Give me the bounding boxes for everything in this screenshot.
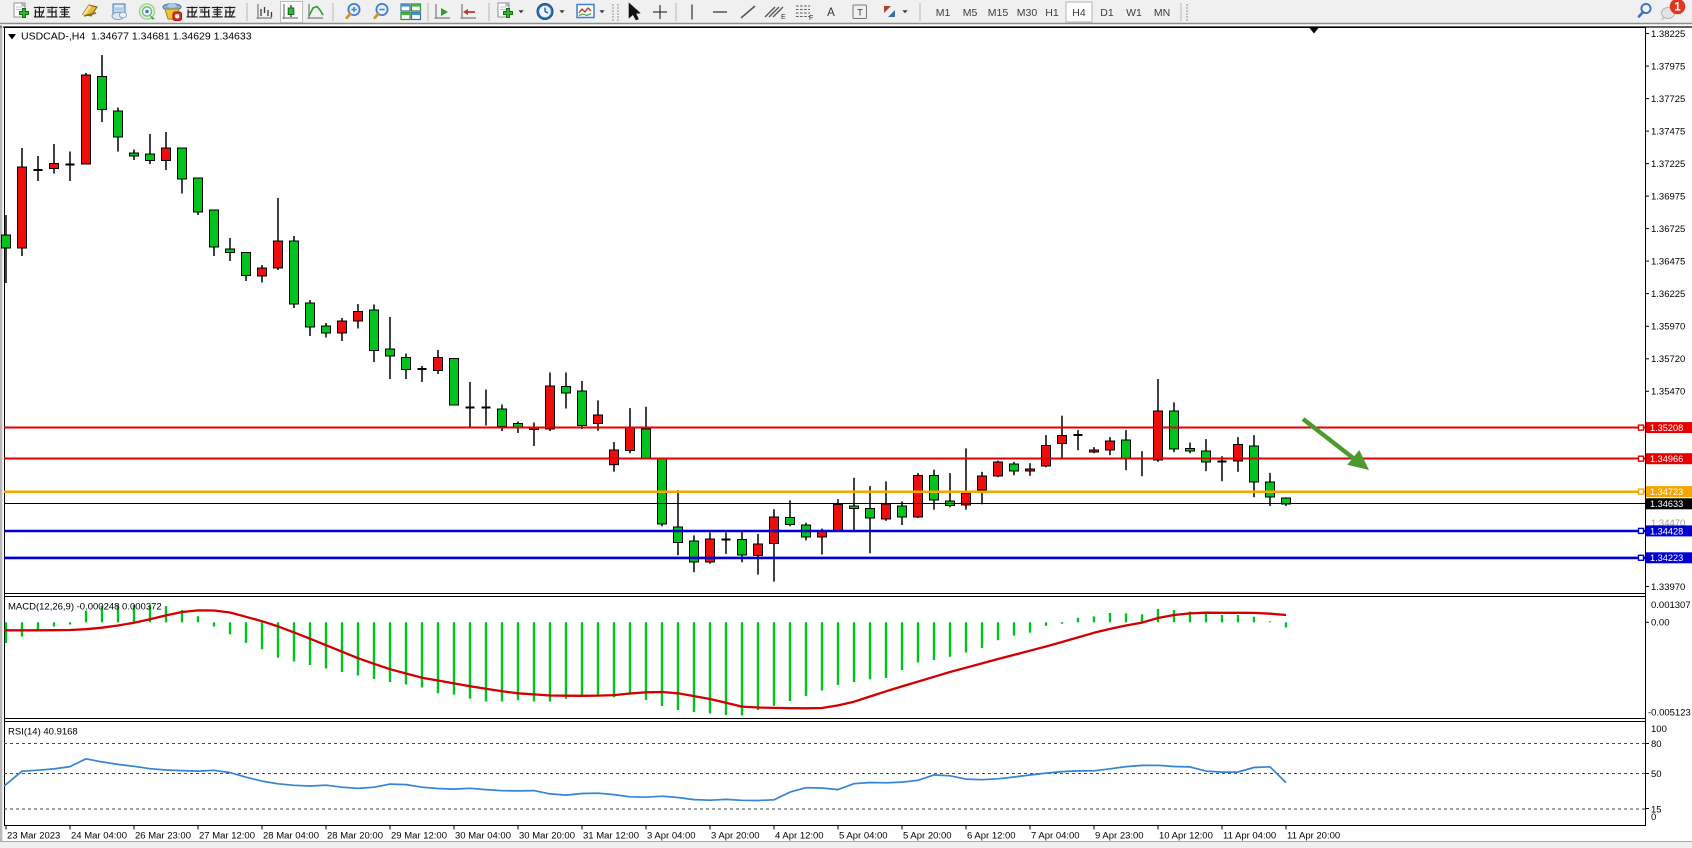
svg-text:T: T (857, 8, 863, 18)
svg-text:H4: H4 (1072, 7, 1086, 19)
svg-text:26 Mar 23:00: 26 Mar 23:00 (135, 831, 191, 842)
svg-text:28 Mar 20:00: 28 Mar 20:00 (327, 831, 383, 842)
svg-text:27 Mar 12:00: 27 Mar 12:00 (199, 831, 255, 842)
svg-text:M5: M5 (963, 7, 978, 19)
svg-text:MN: MN (1154, 7, 1170, 19)
svg-text:30 Mar 20:00: 30 Mar 20:00 (519, 831, 575, 842)
svg-text:31 Mar 12:00: 31 Mar 12:00 (583, 831, 639, 842)
svg-text:1.35970: 1.35970 (1651, 322, 1685, 333)
svg-text:1.37725: 1.37725 (1651, 94, 1685, 105)
svg-text:1.34966: 1.34966 (1650, 454, 1683, 464)
svg-text:1.36975: 1.36975 (1651, 192, 1685, 203)
svg-text:USDCAD-,H4 1.34677 1.34681 1.: USDCAD-,H4 1.34677 1.34681 1.34629 1.346… (21, 31, 252, 43)
svg-text:1.37225: 1.37225 (1651, 159, 1685, 170)
svg-text:1.33970: 1.33970 (1651, 582, 1685, 593)
svg-text:1.35720: 1.35720 (1651, 354, 1685, 365)
svg-text:M15: M15 (988, 7, 1009, 19)
svg-text:11 Apr 04:00: 11 Apr 04:00 (1223, 831, 1276, 842)
svg-text:1.36475: 1.36475 (1651, 257, 1685, 268)
svg-text:11 Apr 20:00: 11 Apr 20:00 (1287, 831, 1340, 842)
svg-text:1.34633: 1.34633 (1650, 499, 1683, 509)
svg-text:30 Mar 04:00: 30 Mar 04:00 (455, 831, 511, 842)
svg-text:1.36725: 1.36725 (1651, 224, 1685, 235)
svg-text:1.35208: 1.35208 (1650, 423, 1683, 433)
svg-text:23 Mar 2023: 23 Mar 2023 (7, 831, 60, 842)
svg-text:7 Apr 04:00: 7 Apr 04:00 (1031, 831, 1080, 842)
svg-text:1.36225: 1.36225 (1651, 289, 1685, 300)
svg-text:80: 80 (1651, 739, 1662, 750)
svg-text:F: F (809, 15, 813, 22)
svg-text:3 Apr 20:00: 3 Apr 20:00 (711, 831, 760, 842)
svg-text:6 Apr 12:00: 6 Apr 12:00 (967, 831, 1016, 842)
svg-text:9 Apr 23:00: 9 Apr 23:00 (1095, 831, 1144, 842)
svg-text:0.00: 0.00 (1651, 618, 1670, 629)
svg-text:1.34223: 1.34223 (1650, 553, 1683, 563)
svg-text:3 Apr 04:00: 3 Apr 04:00 (647, 831, 696, 842)
svg-text:1.35470: 1.35470 (1651, 387, 1685, 398)
svg-text:1.34428: 1.34428 (1650, 526, 1683, 536)
svg-text:E: E (781, 14, 786, 21)
svg-text:H1: H1 (1045, 7, 1059, 19)
svg-text:4 Apr 12:00: 4 Apr 12:00 (775, 831, 824, 842)
svg-text:29 Mar 12:00: 29 Mar 12:00 (391, 831, 447, 842)
svg-text:1.38225: 1.38225 (1651, 29, 1685, 40)
svg-text:24 Mar 04:00: 24 Mar 04:00 (71, 831, 127, 842)
svg-text:1.34723: 1.34723 (1650, 487, 1683, 497)
svg-text:1.34470: 1.34470 (1651, 518, 1685, 529)
svg-text:MACD(12,26,9) -0.000248 0.0003: MACD(12,26,9) -0.000248 0.000372 (8, 602, 162, 613)
svg-text:100: 100 (1651, 724, 1667, 735)
svg-text:M1: M1 (936, 7, 951, 19)
svg-text:0: 0 (1651, 812, 1656, 823)
svg-text:0.001307: 0.001307 (1651, 600, 1691, 611)
svg-text:15: 15 (1651, 805, 1662, 816)
svg-text:1.37475: 1.37475 (1651, 127, 1685, 138)
svg-text:28 Mar 04:00: 28 Mar 04:00 (263, 831, 319, 842)
svg-text:D1: D1 (1100, 7, 1114, 19)
svg-text:RSI(14) 40.9168: RSI(14) 40.9168 (8, 727, 78, 738)
svg-text:1.37975: 1.37975 (1651, 62, 1685, 73)
svg-text:5 Apr 20:00: 5 Apr 20:00 (903, 831, 952, 842)
svg-text:W1: W1 (1126, 7, 1142, 19)
svg-text:-0.005123: -0.005123 (1648, 708, 1691, 719)
svg-text:A: A (827, 7, 835, 19)
svg-text:1: 1 (1674, 2, 1681, 14)
svg-text:10 Apr 12:00: 10 Apr 12:00 (1159, 831, 1213, 842)
svg-text:50: 50 (1651, 769, 1662, 780)
svg-text:M30: M30 (1017, 7, 1038, 19)
svg-text:5 Apr 04:00: 5 Apr 04:00 (839, 831, 888, 842)
